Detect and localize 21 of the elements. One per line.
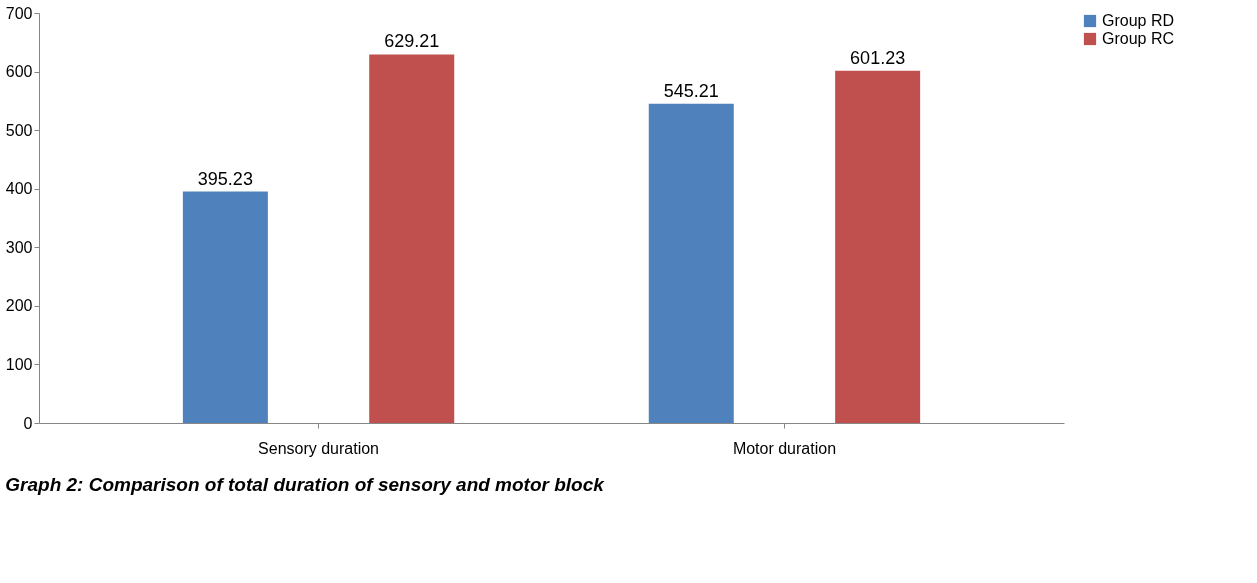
data-label: 395.23 [197, 168, 253, 189]
legend-label: Group RD [1102, 12, 1175, 29]
y-tick-label: 400 [5, 180, 33, 198]
bar [835, 70, 921, 423]
data-label: 629.21 [384, 31, 440, 52]
x-tick-label: Sensory duration [258, 439, 380, 457]
y-tick-label: 300 [5, 238, 33, 256]
data-label: 601.23 [850, 47, 906, 68]
y-tick-label: 700 [5, 4, 33, 22]
y-tick-label: 100 [5, 355, 33, 373]
x-tick-label: Motor duration [732, 439, 837, 457]
y-tick-label: 500 [5, 121, 33, 139]
y-tick-label: 200 [5, 297, 33, 315]
data-label: 545.21 [663, 80, 719, 101]
bar [369, 54, 455, 423]
legend-label: Group RC [1102, 30, 1175, 47]
bar [182, 191, 268, 423]
y-tick-label: 0 [23, 414, 33, 432]
y-tick-label: 600 [5, 63, 33, 81]
caption: Graph 2: Comparison of total duration of sensory and motor block [5, 474, 606, 495]
bar [648, 103, 734, 423]
